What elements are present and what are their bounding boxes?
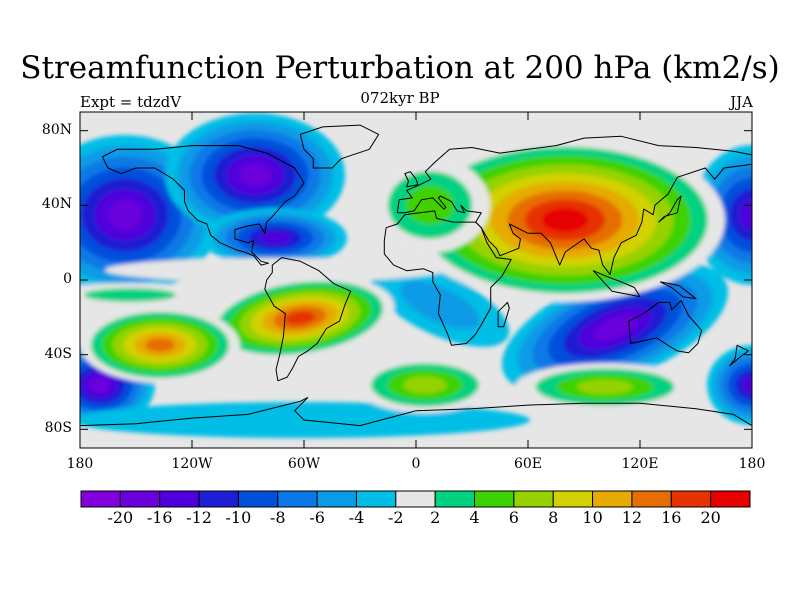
colorbar-label: 10 xyxy=(582,508,603,527)
high-southern-indian-level xyxy=(577,379,633,395)
low-north-america-level xyxy=(238,163,272,187)
coast-indonesia xyxy=(592,270,641,298)
lat-tick-label: 80S xyxy=(44,420,72,437)
high-subtropic-band xyxy=(105,258,445,282)
high-southern-atlantic xyxy=(355,357,495,413)
colorbar-label: -16 xyxy=(146,508,173,527)
colorbar-label: 4 xyxy=(469,508,480,527)
coast-south-america xyxy=(264,257,352,382)
low-north-america xyxy=(165,113,345,237)
low-north-pacific-level xyxy=(107,200,143,230)
colorbar-swatch xyxy=(316,490,357,508)
colorbar-label: 12 xyxy=(621,508,643,527)
high-southern-indian xyxy=(515,363,695,411)
streamfunction-field xyxy=(80,113,752,438)
lon-tick-label: 120E xyxy=(621,456,659,472)
colorbar-label: 8 xyxy=(548,508,559,527)
colorbar-swatch xyxy=(670,490,712,508)
high-southern-atlantic-level xyxy=(403,376,447,394)
high-pacific-band xyxy=(80,283,210,307)
colorbar-swatch xyxy=(474,490,515,508)
colorbar-swatch xyxy=(592,490,633,508)
high-south-america-level xyxy=(284,311,316,325)
low-pacific-east-level xyxy=(739,200,752,230)
lon-tick-label: 120W xyxy=(171,456,213,472)
colorbar-swatch xyxy=(237,490,279,508)
coast-africa xyxy=(383,210,512,346)
colorbar-label: -2 xyxy=(388,508,404,527)
lon-tick-label: 0 xyxy=(411,456,421,472)
coastlines xyxy=(80,124,752,448)
high-south-pacific xyxy=(80,307,240,383)
lat-tick-label: 40S xyxy=(44,345,72,362)
colorbar-swatch xyxy=(277,490,318,508)
colorbar-swatch xyxy=(80,490,121,508)
coast-japan xyxy=(658,195,682,223)
colorbar xyxy=(80,490,751,508)
colorbar-label: 16 xyxy=(661,508,682,527)
colorbar-label: 2 xyxy=(430,508,441,527)
coast-north-america xyxy=(101,145,305,266)
lat-tick-label: 80N xyxy=(41,121,72,138)
coast-eurasia xyxy=(396,135,752,275)
lon-tick-label: 180 xyxy=(738,456,766,472)
coast-new-guinea xyxy=(660,281,697,300)
high-south-america xyxy=(205,276,395,360)
colorbar-label: 20 xyxy=(700,508,721,527)
high-eurasia-level xyxy=(541,208,589,232)
low-central-america xyxy=(203,208,347,268)
low-central-america-level xyxy=(259,231,291,245)
lat-tick-label: 40N xyxy=(41,196,72,213)
map-panel xyxy=(80,112,752,448)
axis-ticks xyxy=(79,112,753,448)
low-south-atlantic-level xyxy=(400,281,480,329)
low-indian-ocean-level xyxy=(594,315,636,341)
colorbar-swatch xyxy=(631,490,672,508)
colorbar-swatch xyxy=(198,490,239,508)
colorbar-label: -10 xyxy=(225,508,252,527)
lon-tick-label: 60W xyxy=(287,456,321,472)
lon-tick-label: 60E xyxy=(513,456,543,472)
low-south-pacific-east-level xyxy=(742,376,752,394)
plot-title: Streamfunction Perturbation at 200 hPa (… xyxy=(20,50,780,86)
coast-antarctica xyxy=(80,397,752,448)
high-subtropic-band-level xyxy=(105,258,445,282)
colorbar-swatch xyxy=(434,490,476,508)
coast-madagascar xyxy=(497,301,510,328)
low-south-atlantic xyxy=(370,263,510,347)
lat-tick-label: 0 xyxy=(63,271,72,287)
season-label: JJA xyxy=(730,93,753,111)
high-eurasia xyxy=(405,138,725,302)
low-south-pacific-west-level xyxy=(89,377,111,393)
colorbar-label: -12 xyxy=(186,508,212,527)
high-south-pacific-level xyxy=(145,338,175,352)
colorbar-label: 6 xyxy=(508,508,519,527)
lon-tick-label: 180 xyxy=(66,456,94,472)
high-europe-band xyxy=(370,157,490,253)
colorbar-swatch xyxy=(355,490,397,508)
colorbar-swatch xyxy=(710,490,751,508)
colorbar-label: -4 xyxy=(348,508,365,527)
high-pacific-band-level xyxy=(84,288,176,302)
colorbar-swatch xyxy=(119,490,161,508)
coast-new-zealand xyxy=(729,344,749,367)
experiment-label: Expt = tdzdV xyxy=(80,93,182,111)
time-label: 072kyr BP xyxy=(360,89,440,107)
colorbar-swatch xyxy=(513,490,554,508)
coast-australia xyxy=(628,300,703,354)
coast-britain xyxy=(404,171,419,188)
coast-greenland xyxy=(299,124,380,169)
colorbar-label: -8 xyxy=(269,508,286,527)
colorbar-label: -6 xyxy=(309,508,325,527)
high-europe-band-level xyxy=(405,185,455,225)
colorbar-swatch xyxy=(552,490,594,508)
colorbar-swatch xyxy=(159,490,200,508)
low-south-pacific-east xyxy=(707,345,752,425)
colorbar-swatch xyxy=(395,490,436,508)
colorbar-label: -20 xyxy=(107,508,134,527)
